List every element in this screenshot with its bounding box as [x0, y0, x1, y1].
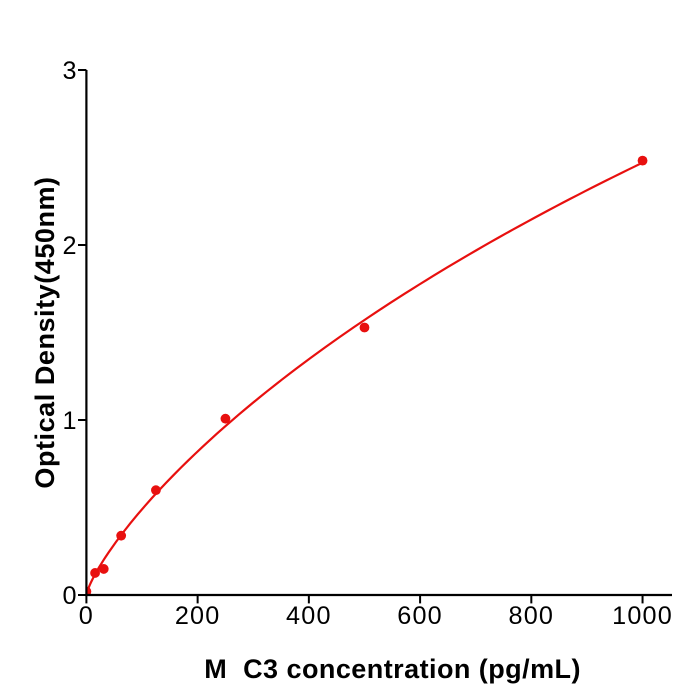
svg-text:1: 1	[62, 407, 76, 435]
svg-text:0: 0	[79, 602, 94, 630]
svg-text:M C3 concentration (pg/mL): M C3 concentration (pg/mL)	[204, 654, 581, 684]
svg-text:600: 600	[397, 602, 443, 630]
svg-text:800: 800	[509, 602, 555, 630]
svg-text:2: 2	[62, 232, 76, 260]
svg-text:200: 200	[175, 602, 221, 630]
svg-text:Optical Density(450nm): Optical Density(450nm)	[30, 176, 60, 488]
svg-text:0: 0	[62, 582, 76, 610]
svg-text:3: 3	[62, 57, 76, 85]
svg-text:400: 400	[286, 602, 332, 630]
svg-text:1000: 1000	[612, 602, 673, 630]
